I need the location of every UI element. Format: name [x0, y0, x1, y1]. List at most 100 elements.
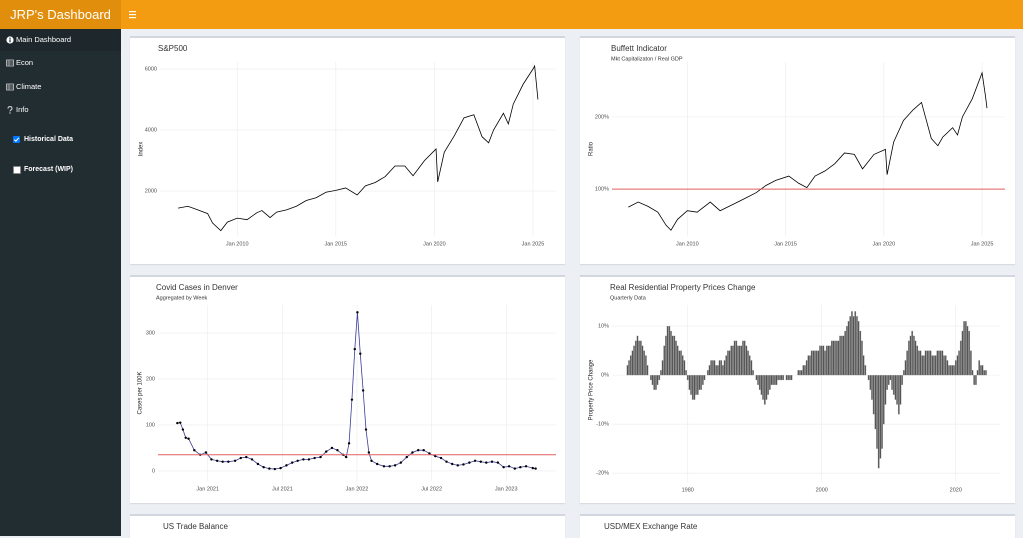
bar: [882, 374, 885, 425]
bar: [651, 374, 654, 386]
data-point: [204, 451, 208, 454]
data-point: [245, 455, 248, 459]
bar: [953, 365, 955, 376]
bar: [720, 360, 723, 376]
y-axis-label: Cases per 100K: [138, 371, 144, 414]
bar: [914, 340, 917, 376]
bar: [916, 345, 919, 376]
x-tick-label: 1980: [682, 487, 694, 493]
bar: [747, 350, 749, 376]
bar: [641, 345, 644, 376]
data-point: [290, 461, 294, 464]
bar: [820, 345, 823, 376]
bar: [961, 330, 964, 376]
bar: [889, 374, 892, 381]
bar: [690, 374, 692, 395]
menu-toggle[interactable]: [128, 10, 138, 20]
bar: [675, 340, 677, 376]
bar: [934, 355, 937, 376]
bar: [892, 374, 895, 395]
data-point: [376, 462, 379, 466]
bar: [643, 350, 646, 376]
data-point: [302, 458, 305, 461]
data-point: [256, 462, 260, 466]
bar: [946, 360, 949, 376]
bar: [663, 345, 666, 376]
data-point: [411, 451, 414, 454]
bar: [658, 374, 661, 381]
bar: [646, 365, 649, 376]
bar: [845, 325, 848, 376]
bar: [785, 374, 788, 381]
bar: [906, 350, 909, 376]
checkbox-label: Historical Data: [24, 136, 74, 143]
bar: [752, 370, 754, 376]
bar: [923, 355, 925, 376]
bar: [884, 374, 887, 405]
x-tick-label: Jul 2021: [272, 486, 293, 492]
menu-item[interactable]: Main Dashboard: [0, 29, 121, 51]
x-tick-label: Jan 2015: [324, 241, 347, 247]
bar: [698, 374, 701, 390]
bar: [722, 365, 724, 376]
chart-title: Buffett Indicator: [611, 44, 667, 53]
y-tick-label: 0: [152, 468, 155, 474]
bar: [985, 370, 987, 376]
data-point: [534, 467, 537, 470]
bar: [963, 321, 966, 376]
bar: [757, 374, 759, 386]
menu-item[interactable]: Climate: [0, 76, 121, 98]
panel: [130, 514, 565, 538]
data-point: [364, 428, 368, 431]
y-tick-label: -20%: [596, 471, 609, 477]
bar: [862, 355, 865, 376]
menu-item[interactable]: Econ: [0, 52, 121, 74]
bar: [775, 374, 778, 386]
panel-title: USD/MEX Exchange Rate: [604, 522, 698, 531]
panel: [580, 275, 1015, 503]
bar: [854, 311, 857, 376]
bar: [964, 321, 967, 376]
bar: [856, 316, 858, 376]
data-point: [428, 452, 431, 455]
bar: [727, 350, 729, 376]
menu-item[interactable]: Info: [0, 99, 121, 121]
bar: [978, 360, 981, 376]
bar: [758, 374, 761, 390]
x-tick-label: Jan 2025: [971, 241, 994, 247]
bar: [649, 374, 652, 381]
y-tick-label: 10%: [598, 324, 609, 330]
menu-label: Info: [16, 105, 29, 114]
bar: [931, 355, 934, 376]
data-point: [356, 311, 359, 314]
x-tick-label: Jan 2010: [226, 241, 249, 247]
data-point: [445, 460, 448, 463]
bar: [879, 374, 882, 459]
bar: [814, 350, 816, 376]
data-point: [456, 464, 459, 467]
y-tick-label: 6000: [145, 66, 157, 72]
data-point: [250, 458, 254, 461]
data-point: [359, 352, 362, 355]
checkbox-box[interactable]: [13, 166, 21, 174]
bar: [673, 335, 676, 376]
bar: [715, 365, 718, 376]
bar: [800, 370, 803, 376]
bar: [938, 350, 940, 376]
bar: [835, 340, 838, 376]
bar: [857, 321, 860, 376]
bar: [891, 374, 893, 390]
bar: [944, 355, 947, 376]
bar: [807, 355, 810, 376]
bar: [790, 374, 793, 381]
data-point: [215, 459, 219, 462]
y-tick-label: 100%: [595, 187, 609, 193]
bar: [768, 374, 771, 390]
bar: [983, 370, 986, 376]
checkbox-box[interactable]: [13, 136, 20, 143]
bar: [772, 374, 775, 386]
bar: [921, 355, 924, 376]
bar: [834, 340, 837, 376]
data-point: [496, 461, 500, 464]
bar: [904, 360, 907, 376]
